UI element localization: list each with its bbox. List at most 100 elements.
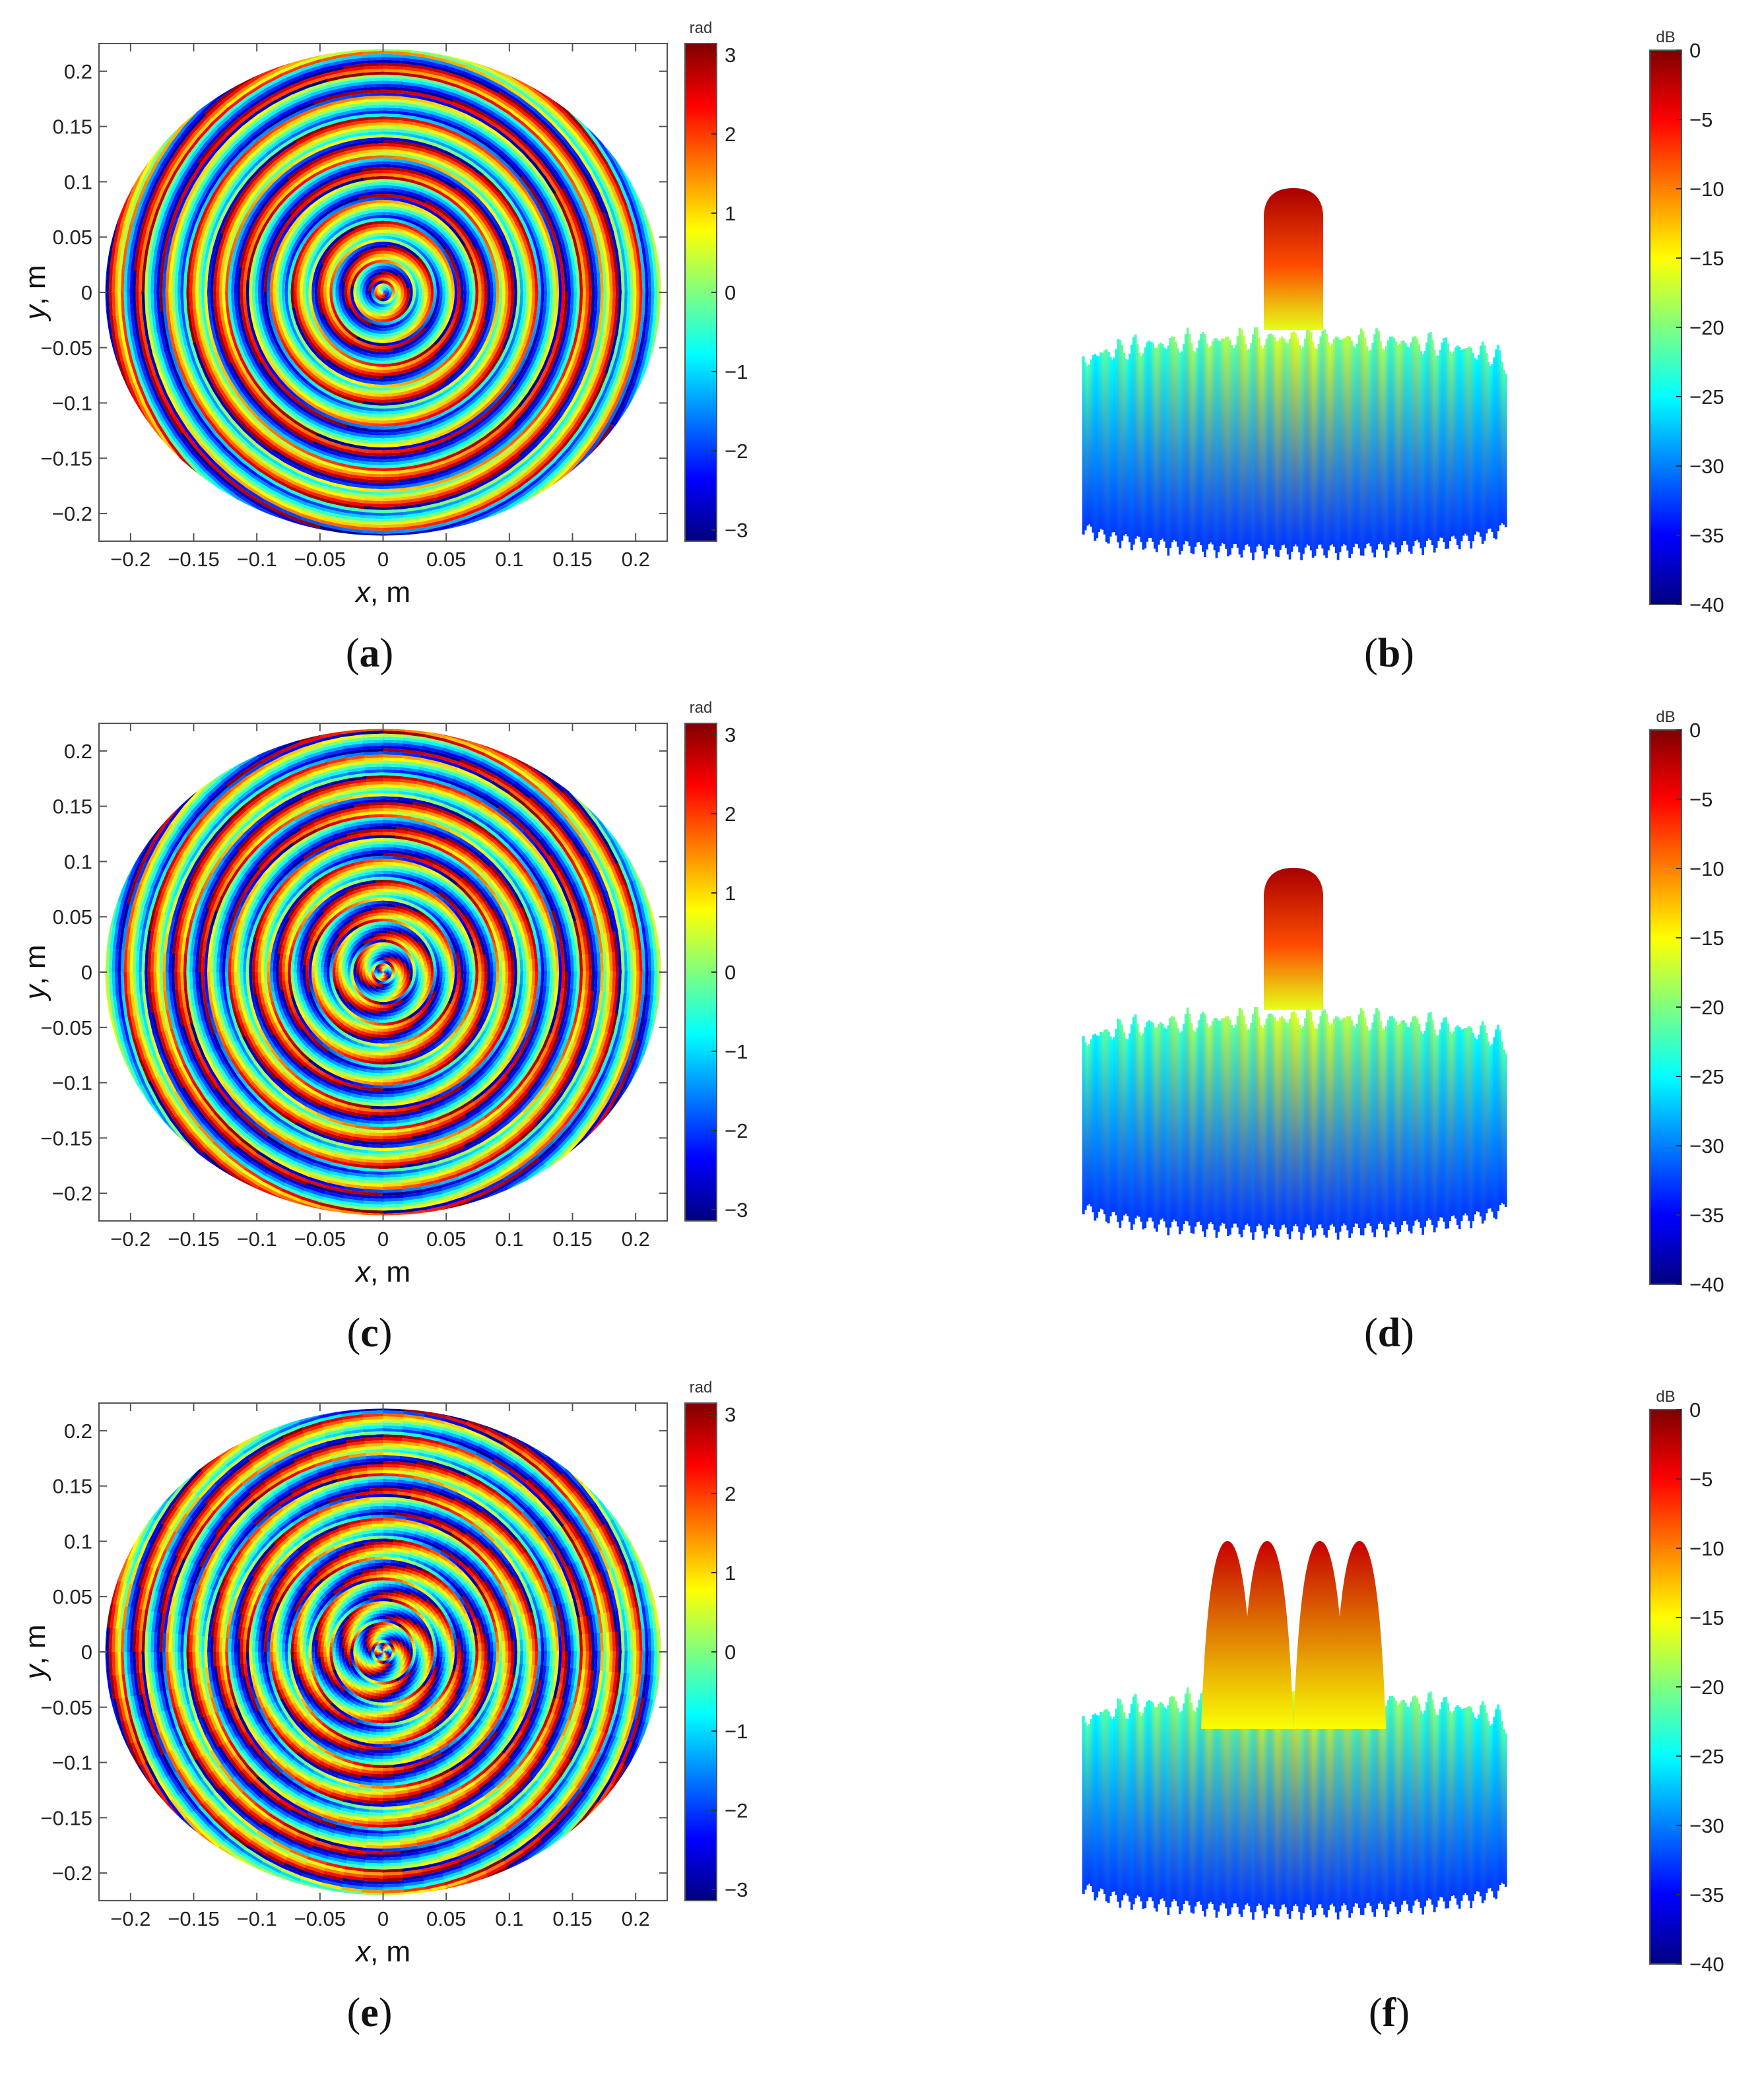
phase-cell <box>347 326 353 332</box>
phase-cell <box>385 275 388 279</box>
phase-cell <box>299 330 306 339</box>
phase-cell <box>381 292 383 296</box>
phase-cell <box>358 300 362 304</box>
phase-cell <box>379 337 383 341</box>
phase-cell <box>442 256 448 264</box>
phase-cell <box>351 280 356 285</box>
phase-cell <box>327 221 335 229</box>
phase-cell <box>429 263 435 270</box>
phase-cell <box>336 280 341 285</box>
phase-cell <box>329 224 337 231</box>
phase-cell <box>397 373 406 378</box>
phase-cell <box>379 287 382 290</box>
phase-cell <box>413 373 423 379</box>
phase-cell <box>451 242 459 251</box>
phase-cell <box>408 360 416 366</box>
phase-cell <box>490 282 494 292</box>
phase-cell <box>412 319 418 324</box>
phase-cell <box>454 292 458 299</box>
phase-cell <box>348 314 354 319</box>
phase-cell <box>414 282 418 287</box>
phase-cell <box>339 257 344 264</box>
phase-cell <box>383 346 389 349</box>
phase-cell <box>327 356 336 364</box>
phase-cell <box>383 271 385 275</box>
phase-cell <box>331 264 337 270</box>
phase-cell <box>376 366 383 370</box>
phase-cell <box>371 277 375 281</box>
phase-cell <box>397 286 401 289</box>
phase-cell <box>408 235 414 241</box>
phase-cell <box>377 293 381 295</box>
phase-cell <box>436 296 440 302</box>
phase-cell <box>370 435 384 439</box>
phase-cell <box>321 251 327 259</box>
phase-cell <box>315 315 321 323</box>
phase-cell <box>404 326 409 331</box>
phase-cell <box>393 297 397 300</box>
phase-cell <box>387 232 394 237</box>
phase-cell <box>383 325 387 329</box>
phase-cell <box>394 305 398 309</box>
phase-cell <box>387 287 391 290</box>
phase-cell <box>464 314 470 323</box>
phase-cell <box>377 224 383 227</box>
phase-cell <box>389 327 393 331</box>
phase-cell <box>323 292 327 298</box>
phase-cell <box>406 285 410 288</box>
phase-cell <box>377 281 380 284</box>
phase-cell <box>361 301 366 305</box>
phase-cell <box>313 216 322 226</box>
phase-cell <box>349 304 354 308</box>
phase-cell <box>416 346 423 352</box>
phase-cell <box>469 250 476 260</box>
phase-cell <box>410 336 416 342</box>
phase-cell <box>400 269 405 274</box>
phase-cell <box>376 253 380 257</box>
phase-cell <box>358 280 362 284</box>
phase-cell <box>460 329 467 339</box>
phase-cell <box>438 333 445 341</box>
phase-cell <box>452 273 457 280</box>
phase-cell <box>384 298 386 302</box>
phase-cell <box>377 312 380 316</box>
phase-cell <box>337 222 344 230</box>
phase-cell <box>383 292 386 294</box>
phase-cell <box>502 292 506 304</box>
phase-cell <box>353 370 362 376</box>
phase-cell <box>376 309 379 313</box>
phase-cell <box>380 319 383 323</box>
phase-cell <box>418 275 422 279</box>
phase-cell <box>414 307 418 312</box>
phase-cell <box>389 212 397 216</box>
phase-cell <box>368 295 372 298</box>
phase-cell <box>383 283 385 287</box>
phase-cell <box>406 277 410 281</box>
phase-cell <box>296 253 302 263</box>
phase-cell <box>376 330 380 335</box>
phase-cell <box>302 346 311 356</box>
phase-cell <box>431 344 438 352</box>
phase-cell <box>308 279 313 286</box>
phase-cell <box>393 296 397 299</box>
phase-cell <box>397 204 407 209</box>
phase-cell <box>446 303 451 310</box>
phase-cell <box>400 311 405 315</box>
phase-cell <box>366 352 373 357</box>
phase-cell <box>334 304 339 310</box>
phase-cell <box>340 228 348 234</box>
phase-cell <box>401 259 406 263</box>
phase-cell <box>457 285 461 292</box>
phase-cell <box>461 313 467 322</box>
phase-cell <box>321 264 327 271</box>
phase-cell <box>404 348 411 354</box>
phase-cell <box>387 242 392 246</box>
phase-cell <box>426 363 435 370</box>
phase-cell <box>370 275 373 279</box>
phase-cell <box>354 299 358 303</box>
phase-cell <box>377 297 381 300</box>
phase-cell <box>407 354 414 360</box>
phase-cell <box>450 325 457 333</box>
phase-cell <box>318 303 323 310</box>
